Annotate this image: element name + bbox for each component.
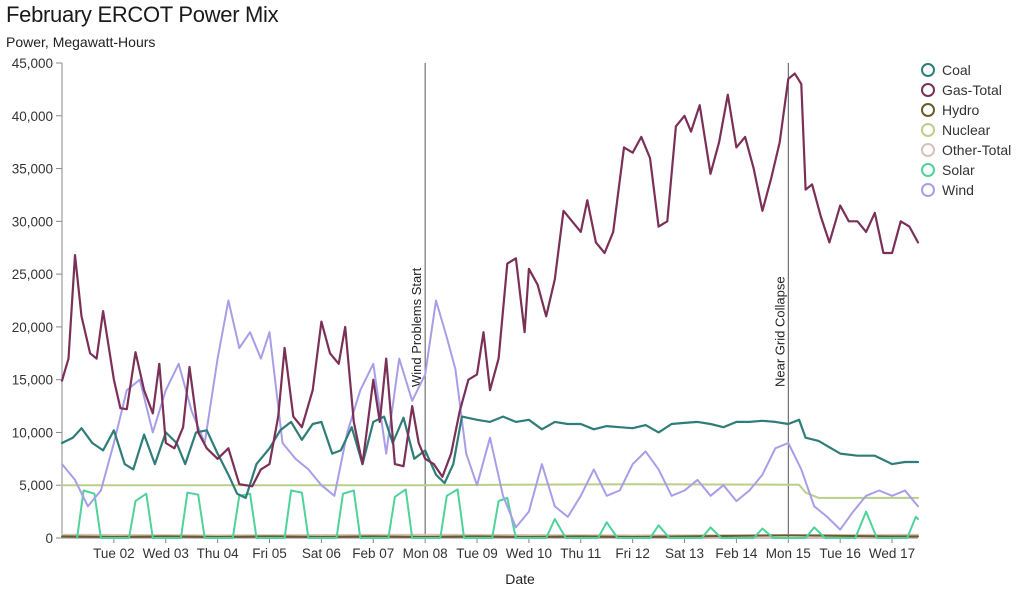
legend-label: Coal [942, 62, 971, 78]
legend-swatch [921, 83, 935, 97]
legend: Coal Gas-Total Hydro Nuclear Other-Total Sola… [921, 62, 1011, 198]
y-tick-label: 10,000 [12, 425, 53, 440]
y-tick-label: 40,000 [12, 109, 53, 124]
x-axis: Tue 02 Wed 03 Thu 04 Fri 05 Sat 06 Feb 07 Mon … [62, 537, 918, 561]
chart-title: February ERCOT Power Mix [6, 2, 279, 27]
legend-swatch [921, 163, 935, 177]
x-tick-label: Fri 05 [252, 546, 287, 561]
y-axis: 0 5,000 10,000 15,000 20,000 25,000 30,000 35,0… [12, 56, 63, 546]
x-tick-label: Wed 03 [143, 546, 189, 561]
x-tick-label: Tue 02 [93, 546, 135, 561]
legend-label: Gas-Total [942, 82, 1002, 98]
x-tick-label: Wed 17 [869, 546, 915, 561]
y-tick-label: 20,000 [12, 320, 53, 335]
x-tick-label: Sat 06 [302, 546, 341, 561]
y-tick-label: 35,000 [12, 162, 53, 177]
series-line-nuclear [61, 483, 919, 499]
legend-label: Nuclear [942, 122, 991, 138]
legend-swatch [921, 183, 935, 197]
y-tick-label: 0 [45, 531, 53, 546]
x-tick-label: Tue 09 [456, 546, 498, 561]
chart-subtitle: Power, Megawatt-Hours [6, 34, 156, 50]
series-line-solar [76, 488, 919, 539]
series-line-hydro [61, 534, 919, 538]
y-tick-label: 45,000 [12, 56, 53, 71]
x-tick-label: Thu 11 [560, 546, 601, 561]
event-marker-label: Near Grid Collapse [772, 276, 787, 387]
x-tick-label: Tue 16 [819, 546, 861, 561]
x-tick-label: Mon 08 [403, 546, 448, 561]
legend-swatch [921, 63, 935, 77]
series-lines [60, 72, 920, 539]
series-line-gas-total [60, 72, 920, 488]
legend-label: Hydro [942, 102, 980, 118]
legend-swatch [921, 143, 935, 157]
x-tick-label: Sat 13 [665, 546, 704, 561]
x-tick-label: Wed 10 [506, 546, 552, 561]
legend-swatch [921, 103, 935, 117]
x-axis-title: Date [505, 571, 535, 587]
y-tick-label: 30,000 [12, 214, 53, 229]
y-tick-label: 15,000 [12, 373, 53, 388]
x-tick-label: Fri 12 [615, 546, 650, 561]
legend-swatch [921, 123, 935, 137]
y-tick-label: 25,000 [12, 267, 53, 282]
y-tick-label: 5,000 [19, 478, 53, 493]
event-marker-label: Wind Problems Start [409, 267, 424, 387]
legend-label: Wind [942, 182, 974, 198]
event-markers: Wind Problems Start Near Grid Collapse [409, 63, 789, 538]
x-tick-label: Mon 15 [766, 546, 811, 561]
legend-label: Solar [942, 162, 975, 178]
legend-label: Other-Total [942, 142, 1011, 158]
x-tick-label: Feb 07 [352, 546, 394, 561]
series-line-wind [61, 299, 919, 531]
x-tick-label: Thu 04 [197, 546, 240, 561]
x-tick-label: Feb 14 [715, 546, 758, 561]
series-line-coal [60, 415, 920, 499]
